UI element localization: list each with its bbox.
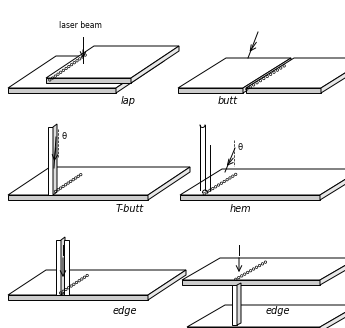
Polygon shape: [320, 169, 345, 200]
Polygon shape: [232, 285, 237, 325]
Polygon shape: [246, 88, 321, 93]
Polygon shape: [187, 305, 345, 327]
Polygon shape: [320, 258, 345, 285]
Text: edge: edge: [266, 306, 290, 316]
Text: θ: θ: [62, 132, 67, 141]
Polygon shape: [321, 58, 345, 93]
Polygon shape: [148, 167, 190, 200]
Polygon shape: [178, 58, 291, 88]
Polygon shape: [46, 46, 179, 78]
Polygon shape: [148, 270, 186, 300]
Text: laser beam: laser beam: [59, 22, 101, 31]
Polygon shape: [56, 240, 61, 295]
Text: butt: butt: [218, 96, 238, 106]
Polygon shape: [8, 195, 148, 200]
Polygon shape: [48, 127, 53, 195]
Text: hem: hem: [229, 204, 251, 214]
Polygon shape: [8, 56, 164, 88]
Text: edge: edge: [113, 306, 137, 316]
Polygon shape: [131, 46, 179, 83]
Polygon shape: [61, 237, 65, 295]
Polygon shape: [8, 167, 190, 195]
Polygon shape: [182, 258, 345, 280]
Polygon shape: [320, 305, 345, 328]
Polygon shape: [182, 280, 320, 285]
Polygon shape: [243, 58, 291, 93]
Polygon shape: [180, 169, 345, 195]
Polygon shape: [46, 78, 131, 83]
Polygon shape: [187, 327, 320, 328]
Text: T-butt: T-butt: [116, 204, 144, 214]
Polygon shape: [8, 295, 148, 300]
Polygon shape: [8, 270, 186, 295]
Text: θ: θ: [238, 143, 243, 152]
Polygon shape: [178, 88, 243, 93]
Polygon shape: [246, 58, 345, 88]
Polygon shape: [116, 56, 164, 93]
Polygon shape: [180, 195, 320, 200]
Text: lap: lap: [120, 96, 136, 106]
Polygon shape: [8, 88, 116, 93]
Polygon shape: [53, 124, 57, 195]
Polygon shape: [237, 283, 241, 325]
Polygon shape: [64, 240, 69, 295]
